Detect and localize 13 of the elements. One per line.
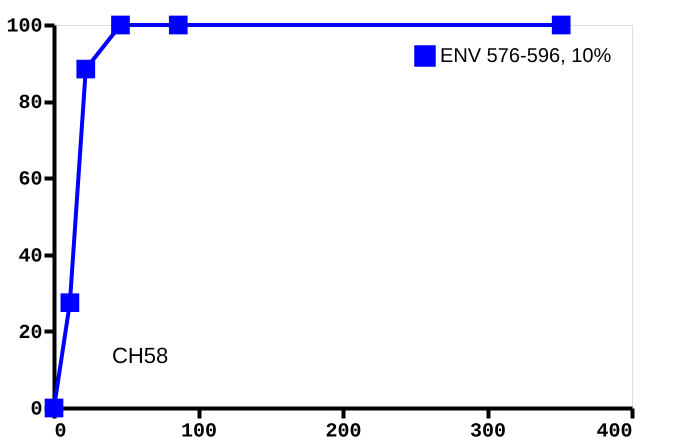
y-tick-label: 60 [18, 168, 42, 192]
y-tick-label: 0 [30, 398, 42, 422]
y-tick-label: 40 [18, 245, 42, 268]
x-tick-label: 300 [470, 420, 506, 444]
y-tick-label: 20 [18, 322, 42, 345]
x-tick-label: 100 [180, 420, 218, 444]
x-tick-label: 0 [54, 420, 67, 444]
legend-label: ENV 576-596, 10% [440, 45, 612, 67]
annotation: CH58 [112, 343, 168, 368]
y-tick-label: 80 [18, 92, 42, 116]
x-tick-label: 400 [596, 420, 632, 444]
y-tick-label: 100 [6, 16, 42, 38]
x-tick-label: 200 [325, 420, 362, 444]
